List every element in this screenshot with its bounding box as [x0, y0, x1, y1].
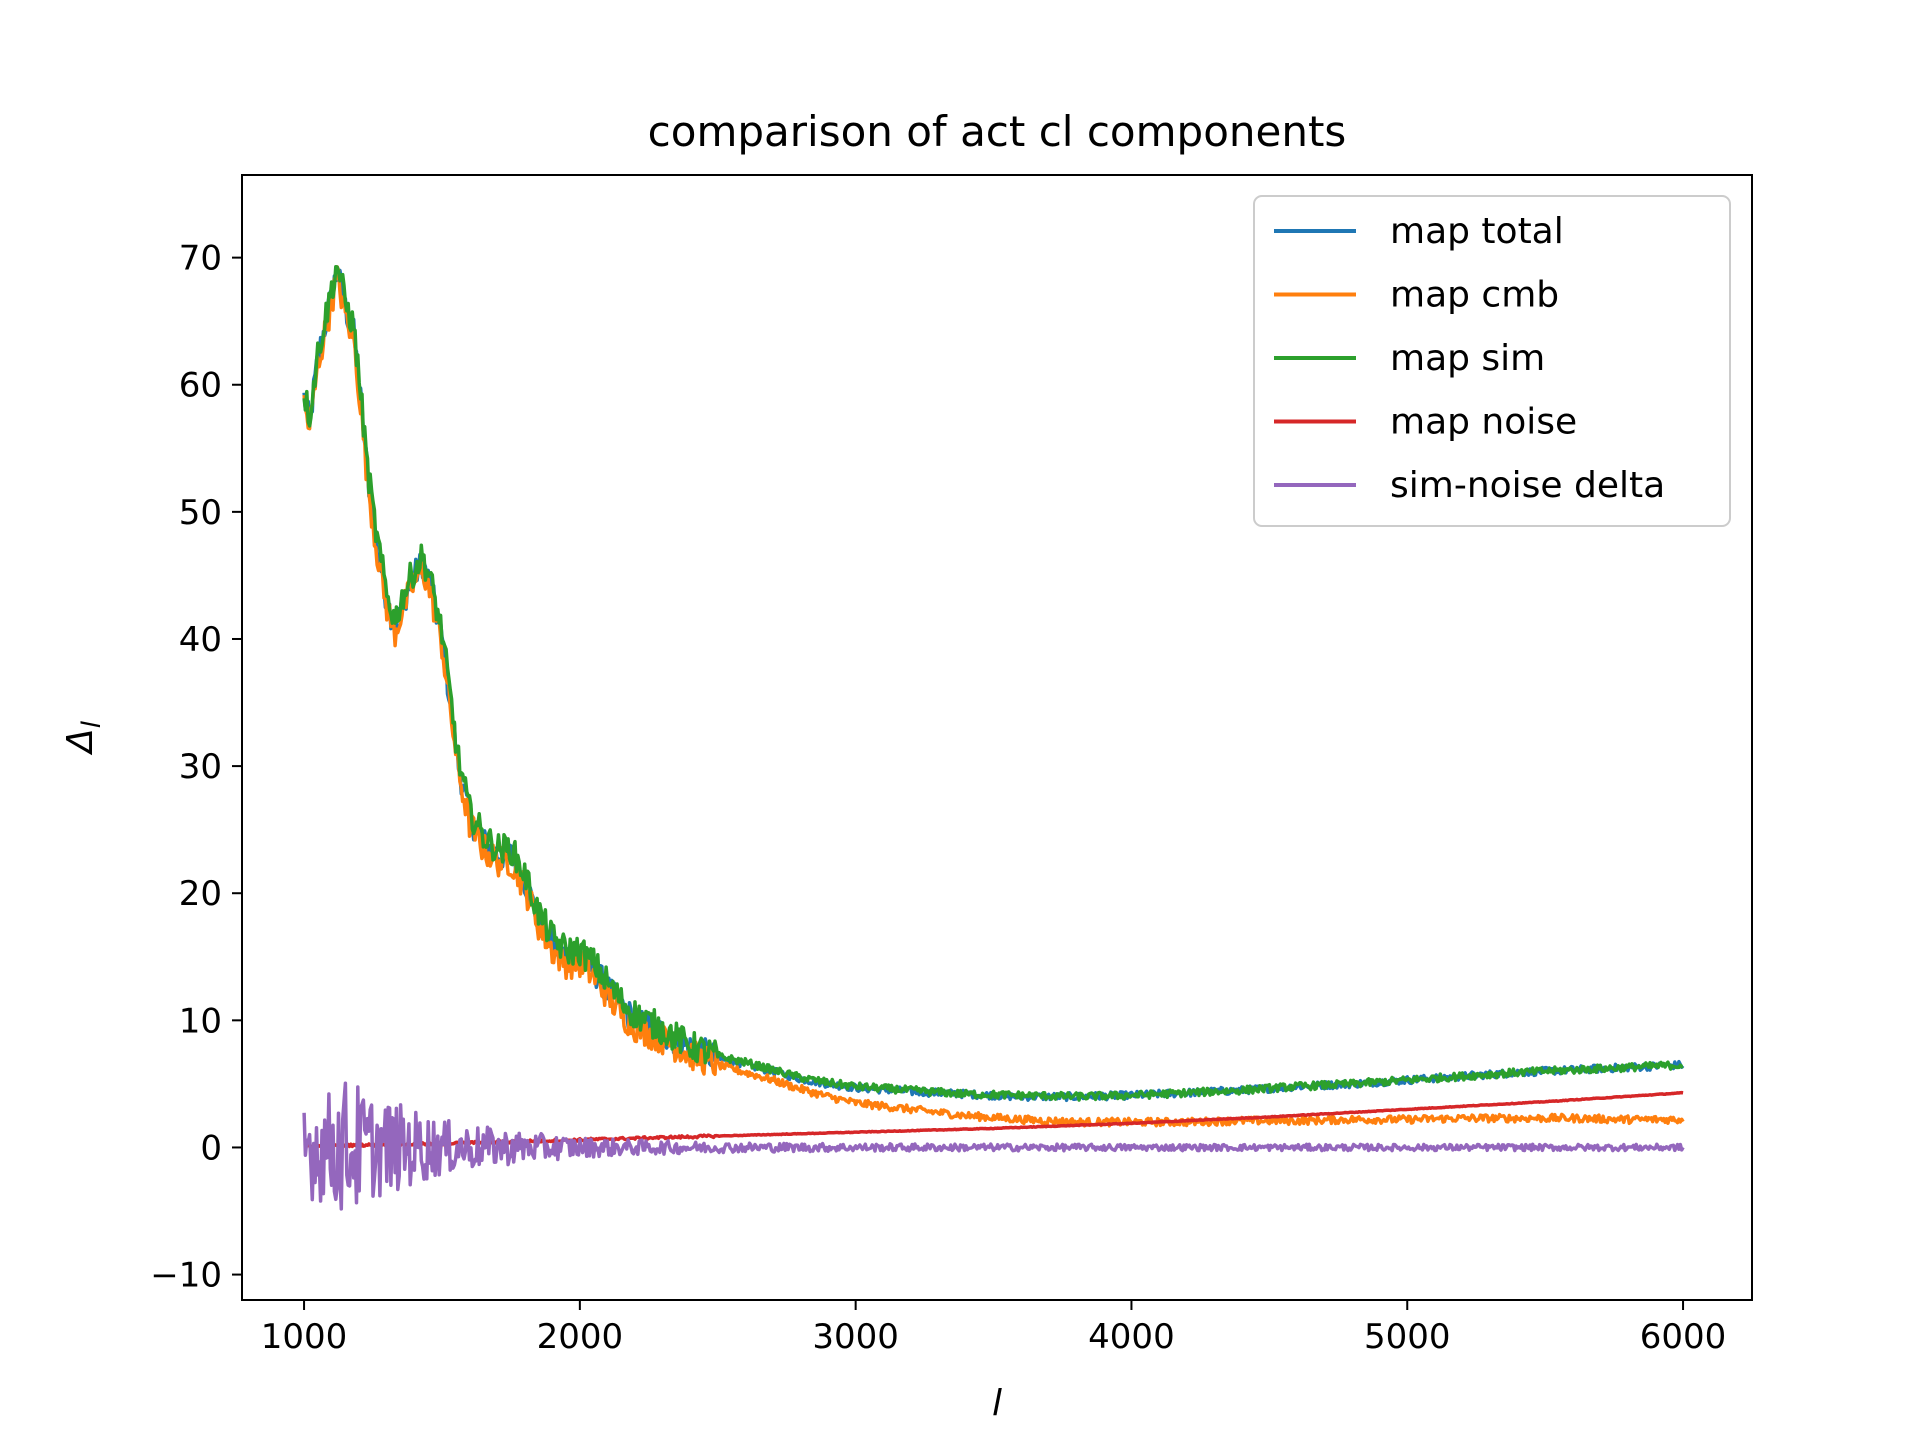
y-tick-label: −10 — [150, 1256, 222, 1296]
x-tick-label: 6000 — [1640, 1317, 1727, 1357]
legend-label: map noise — [1390, 402, 1577, 443]
legend-label: map sim — [1390, 338, 1545, 379]
y-tick-label: 60 — [179, 366, 222, 406]
x-axis: 1000 2000 3000 4000 5000 6000 — [261, 1300, 1727, 1357]
chart-title: comparison of act cl components — [648, 107, 1347, 156]
legend-label: map cmb — [1390, 275, 1559, 316]
y-axis-label-subscript: l — [77, 720, 107, 728]
legend-label: sim-noise delta — [1390, 465, 1665, 506]
legend: map total map cmb map sim map noise sim-nois… — [1253, 195, 1731, 527]
series-line-4 — [302, 1081, 1685, 1211]
series-line-2 — [302, 264, 1684, 1102]
x-tick-label: 3000 — [812, 1317, 899, 1357]
y-tick-label: 40 — [179, 620, 222, 660]
x-tick-label: 2000 — [537, 1317, 624, 1357]
y-tick-label: 10 — [179, 1001, 222, 1041]
x-tick-label: 4000 — [1088, 1317, 1175, 1357]
x-axis-label: l — [992, 1383, 1002, 1424]
y-tick-label: 50 — [179, 493, 222, 533]
y-tick-label: 0 — [200, 1128, 222, 1168]
legend-box — [1253, 195, 1731, 527]
y-tick-label: 70 — [179, 239, 222, 279]
plot-frame — [241, 174, 1753, 1301]
series-layer — [302, 264, 1685, 1211]
x-tick-label: 5000 — [1364, 1317, 1451, 1357]
y-axis-label: Δl — [60, 720, 107, 756]
y-axis: −10 0 10 20 30 40 50 60 70 — [150, 239, 242, 1296]
x-tick-label: 1000 — [261, 1317, 348, 1357]
legend-label: map total — [1390, 211, 1564, 252]
y-tick-label: 20 — [179, 874, 222, 914]
y-axis-label-main: Δ — [60, 728, 101, 756]
y-tick-label: 30 — [179, 747, 222, 787]
